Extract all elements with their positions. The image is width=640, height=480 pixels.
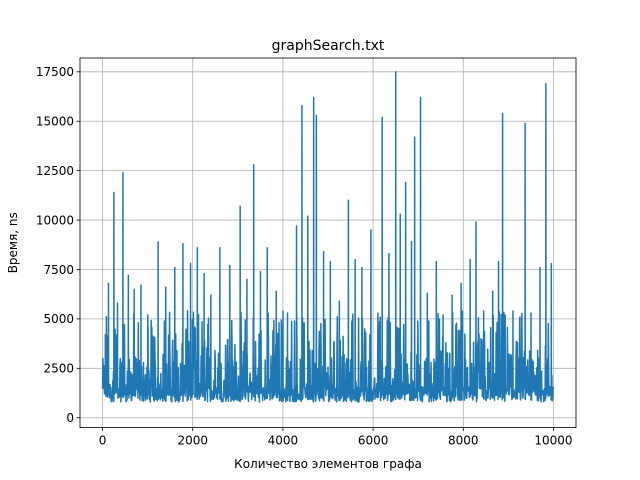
y-tick-label: 0 (66, 411, 74, 425)
x-tick-label: 6000 (358, 434, 389, 448)
y-tick-label: 7500 (43, 263, 74, 277)
x-tick-label: 0 (99, 434, 107, 448)
chart-title: graphSearch.txt (272, 38, 385, 54)
y-tick-label: 5000 (43, 312, 74, 326)
x-axis-ticks: 0 2000 4000 6000 8000 10000 (99, 427, 573, 448)
y-tick-label: 10000 (36, 213, 74, 227)
plot-area (101, 71, 555, 403)
y-tick-label: 17500 (36, 65, 74, 79)
y-axis-ticks: 0 2500 5000 7500 10000 12500 15000 17500 (36, 65, 80, 425)
y-tick-label: 15000 (36, 115, 74, 129)
y-axis-title: Время, ns (6, 212, 20, 273)
x-axis-title: Количество элементов графа (234, 457, 422, 471)
y-tick-label: 2500 (43, 362, 74, 376)
x-tick-label: 2000 (177, 434, 208, 448)
series-line (101, 71, 555, 403)
x-tick-label: 8000 (448, 434, 479, 448)
plot-frame (79, 57, 577, 429)
x-tick-label: 10000 (534, 434, 572, 448)
y-tick-label: 12500 (36, 164, 74, 178)
x-tick-label: 4000 (268, 434, 299, 448)
